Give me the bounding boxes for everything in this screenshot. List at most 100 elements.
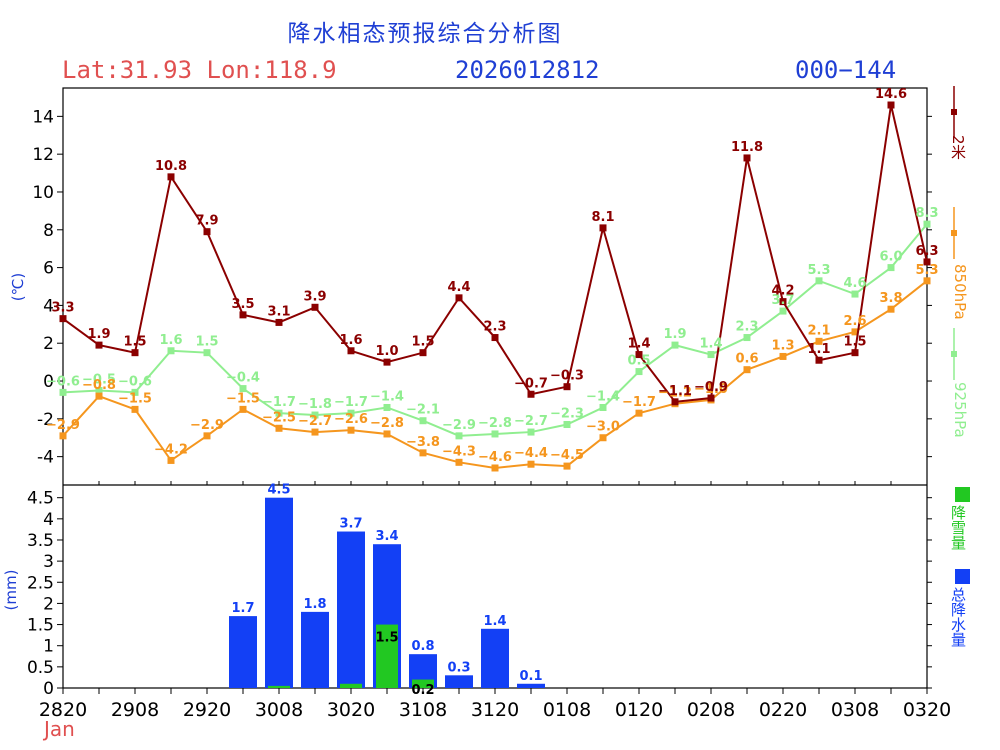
series-marker xyxy=(95,386,103,394)
data-label: −1.4 xyxy=(586,389,620,404)
series-marker xyxy=(491,464,499,472)
data-label: −4.2 xyxy=(154,442,188,457)
data-label: −2.7 xyxy=(514,414,548,429)
legend-label-2m: 2米 xyxy=(949,135,967,160)
series-marker xyxy=(563,421,571,429)
series-marker xyxy=(707,394,715,402)
data-label: 1.5 xyxy=(123,335,146,350)
data-label: −1.7 xyxy=(622,395,656,410)
series-marker xyxy=(923,258,931,266)
data-label: −2.9 xyxy=(442,418,476,433)
data-label: 2.3 xyxy=(483,320,506,335)
total-precip-bar xyxy=(445,675,473,688)
data-label: −1.0 xyxy=(694,382,728,397)
legend-label-total-precip: 总降水量 xyxy=(949,587,967,647)
series-marker xyxy=(599,224,607,232)
snow-bar xyxy=(340,683,362,688)
series-marker xyxy=(743,334,751,342)
plot-frame xyxy=(62,87,928,689)
total-precip-label: 0.3 xyxy=(447,660,470,675)
data-label: 2.3 xyxy=(735,320,758,335)
data-label: 1.9 xyxy=(663,327,686,342)
data-label: −0.6 xyxy=(46,374,80,389)
precip-y-tick-label: 3.5 xyxy=(27,531,54,551)
series-marker xyxy=(419,417,427,425)
series-marker xyxy=(167,173,175,181)
data-label: 1.6 xyxy=(339,333,362,348)
series-marker xyxy=(167,456,175,464)
legend-total-precip-swatch xyxy=(955,569,970,584)
legend-2m-marker xyxy=(951,109,957,115)
precip-y-tick-label: 4.5 xyxy=(27,489,54,509)
temp-y-tick-label: 4 xyxy=(43,296,54,316)
series-marker xyxy=(707,351,715,359)
total-precip-bar xyxy=(517,683,545,688)
data-label: −1.5 xyxy=(226,391,260,406)
location-label: Lat:31.93 Lon:118.9 xyxy=(62,56,337,84)
series-marker xyxy=(347,426,355,434)
data-label: 2.1 xyxy=(807,323,830,338)
series-marker xyxy=(887,305,895,313)
data-label: −1.4 xyxy=(370,389,404,404)
data-label: 6.3 xyxy=(915,244,938,259)
series-line xyxy=(62,104,928,403)
data-label: 7.9 xyxy=(195,214,218,229)
data-label: 3.7 xyxy=(771,293,794,308)
series-marker xyxy=(311,428,319,436)
series-marker xyxy=(491,334,499,342)
snow-bar xyxy=(412,679,434,688)
data-label: −1.1 xyxy=(658,384,692,399)
series-marker xyxy=(635,409,643,417)
data-label: 4.6 xyxy=(843,276,866,291)
series-marker xyxy=(455,294,463,302)
series-marker xyxy=(455,432,463,440)
data-label: 2.6 xyxy=(843,314,866,329)
data-label: −1.8 xyxy=(298,397,332,412)
series-marker xyxy=(815,277,823,285)
data-label: −3.0 xyxy=(586,420,620,435)
legend-850-marker xyxy=(951,230,957,236)
data-label: 3.8 xyxy=(879,291,902,306)
series-marker xyxy=(275,424,283,432)
data-label: 14.6 xyxy=(875,87,907,102)
data-label: −2.9 xyxy=(46,418,80,433)
series-marker xyxy=(239,311,247,319)
data-label: 1.5 xyxy=(411,335,434,350)
series-marker xyxy=(59,388,67,396)
series-marker xyxy=(419,449,427,457)
data-label: 1.1 xyxy=(807,342,830,357)
temp-y-tick-label: 14 xyxy=(32,107,54,127)
series-marker xyxy=(563,383,571,391)
data-label: 8.1 xyxy=(591,210,614,225)
snow-label: 1.5 xyxy=(375,631,398,646)
total-precip-label: 3.7 xyxy=(339,517,362,532)
legend-snow-swatch xyxy=(955,487,970,502)
data-label: −0.8 xyxy=(82,378,116,393)
series-marker xyxy=(347,347,355,355)
data-label: −2.1 xyxy=(406,403,440,418)
series-marker xyxy=(815,337,823,345)
temp-y-tick-label: 10 xyxy=(32,183,54,203)
series-marker xyxy=(527,428,535,436)
series-marker xyxy=(59,432,67,440)
data-label: −1.7 xyxy=(334,395,368,410)
x-tick-label: 0208 xyxy=(687,699,735,721)
series-marker xyxy=(779,352,787,360)
legend-925-marker xyxy=(951,351,957,357)
total-precip-label: 4.5 xyxy=(267,483,290,498)
legend-label-925: 925hPa xyxy=(951,382,969,438)
total-precip-label: 1.8 xyxy=(303,597,326,612)
total-precip-label: 0.1 xyxy=(519,669,542,684)
data-label: 4.2 xyxy=(771,284,794,299)
x-tick-label: 0120 xyxy=(615,699,663,721)
x-tick-label: 3120 xyxy=(471,699,519,721)
total-precip-label: 3.4 xyxy=(375,529,398,544)
data-label: 1.5 xyxy=(843,335,866,350)
data-label: −0.3 xyxy=(550,369,584,384)
series-marker xyxy=(527,390,535,398)
data-label: 5.3 xyxy=(807,263,830,278)
precip-y-axis-label: (mm) xyxy=(2,570,20,611)
data-label: −0.5 xyxy=(82,372,116,387)
data-label: −4.4 xyxy=(514,446,548,461)
total-precip-bar xyxy=(337,531,365,688)
